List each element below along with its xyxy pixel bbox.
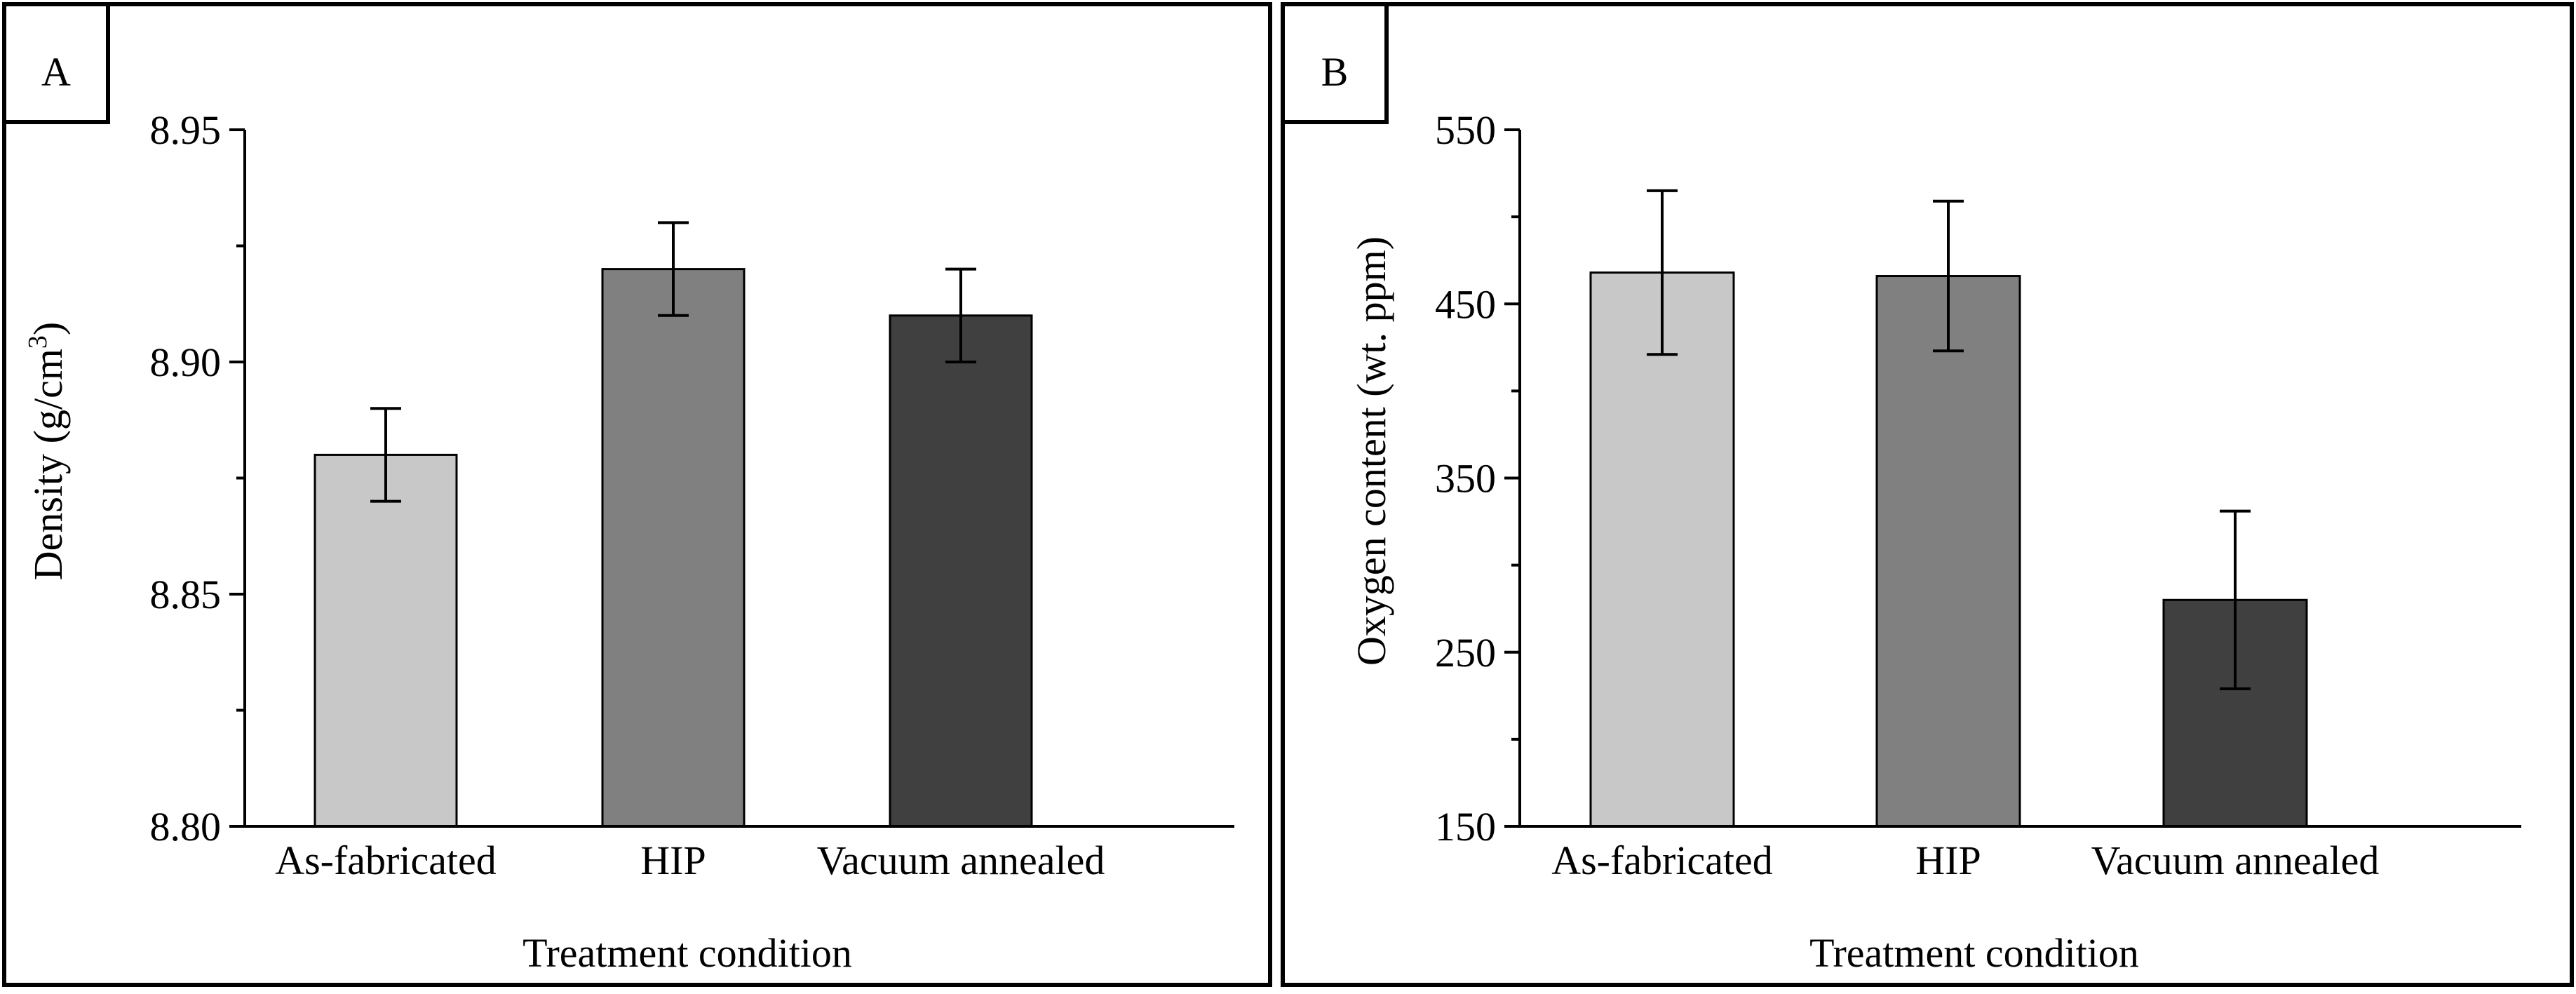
- panel-b-error-bar-2: [2220, 509, 2251, 690]
- panel-a: A 8.80 8.85 8.90 8.95 As-fabricated HIP Vacuum…: [2, 2, 1272, 987]
- panel-b-label: B: [1321, 49, 1349, 95]
- panel-a-bar-1: [601, 268, 746, 828]
- panel-a-y-axis-title-superscript: 3: [23, 335, 53, 349]
- panel-a-x-tick-label-0: As-fabricated: [275, 838, 497, 883]
- panel-b-x-axis-title: Treatment condition: [1809, 930, 2139, 976]
- panel-a-bar-0: [313, 453, 458, 828]
- panel-a-error-bar-0: [370, 407, 401, 503]
- panel-a-label: A: [41, 49, 71, 95]
- panel-b-y-tick-label-1: 250: [1435, 630, 1496, 676]
- panel-b-y-tick-label-0: 150: [1435, 804, 1496, 849]
- panel-a-y-axis-title-end: ): [25, 322, 71, 335]
- panel-b-x-tick-label-1: HIP: [1915, 838, 1981, 883]
- panel-a-y-tick-label-2: 8.90: [150, 340, 222, 385]
- panel-a-y-tick-label-3: 8.95: [150, 107, 222, 153]
- panel-a-x-tick-label-2: Vacuum annealed: [817, 838, 1105, 883]
- panel-a-plot-area: 8.80 8.85 8.90 8.95 As-fabricated HIP Vacuum a…: [150, 107, 1234, 883]
- panel-b-y-tick-label-4: 550: [1435, 107, 1496, 153]
- panel-a-y-axis-title: Density (g/cm3): [23, 322, 71, 581]
- panel-b-bar-0: [1589, 271, 1735, 828]
- panel-a-frame: [2, 2, 1272, 987]
- panel-a-y-tick-label-0: 8.80: [150, 804, 222, 849]
- panel-b-frame: [1281, 2, 2574, 987]
- panel-a-error-bar-1: [658, 221, 689, 317]
- panel-a-x-tick-label-1: HIP: [640, 838, 706, 883]
- panel-a-y-tick-label-1: 8.85: [150, 572, 222, 617]
- panel-b-y-tick-label-3: 450: [1435, 281, 1496, 327]
- panel-b-bar-1: [1875, 275, 2021, 828]
- panel-a-y-axis-title-main: Density (g/cm: [25, 349, 71, 580]
- panel-b-plot-area: 150 250 350 450 550 As-fabricated HIP Vacuum an…: [1435, 107, 2521, 883]
- panel-b-y-axis-title: Oxygen content (wt. ppm): [1349, 236, 1394, 666]
- panel-b-error-bar-1: [1933, 199, 1964, 353]
- panel-b-x-tick-label-2: Vacuum annealed: [2091, 838, 2380, 883]
- panel-a-label-box: [2, 2, 110, 124]
- panel-a-x-axis-title: Treatment condition: [522, 930, 852, 976]
- panel-b: B 150 250 350 450 550 As-fabricated HIP Vacuum …: [1281, 2, 2574, 987]
- panel-a-error-bar-2: [945, 267, 976, 363]
- panel-a-bar-2: [889, 314, 1033, 828]
- panel-b-x-tick-label-0: As-fabricated: [1551, 838, 1773, 883]
- panel-b-label-box: [1281, 2, 1389, 124]
- panel-b-error-bar-0: [1647, 189, 1678, 356]
- panel-b-y-tick-label-2: 350: [1435, 456, 1496, 502]
